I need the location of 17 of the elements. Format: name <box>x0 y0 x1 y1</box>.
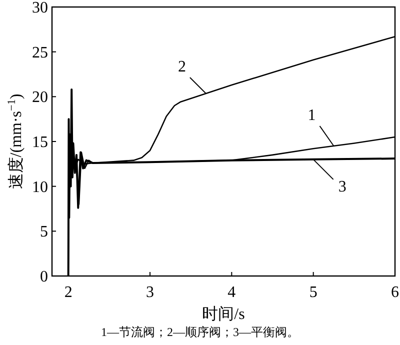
y-tick-label: 10 <box>32 178 48 196</box>
series-label: 2 <box>178 58 186 76</box>
legend-label: 3 <box>338 178 346 196</box>
x-tick-label: 2 <box>64 284 72 301</box>
x-axis-title: 时间/s <box>202 305 245 323</box>
series-label: 1 <box>308 106 316 124</box>
y-tick-label: 20 <box>32 89 48 106</box>
y-tick-label: 30 <box>32 0 48 16</box>
x-tick-label: 3 <box>146 284 154 301</box>
text: 1—节流阀；2—顺序阀；3—平衡阀。 <box>101 325 299 339</box>
x-tick-label: 6 <box>391 284 399 301</box>
y-tick-label: 0 <box>40 268 48 286</box>
x-tick-label: 4 <box>228 284 236 301</box>
y-tick-label: 15 <box>32 134 48 151</box>
y-tick-label: 25 <box>32 44 48 62</box>
y-tick-label: 5 <box>40 224 48 241</box>
x-tick-label: 5 <box>309 284 318 301</box>
